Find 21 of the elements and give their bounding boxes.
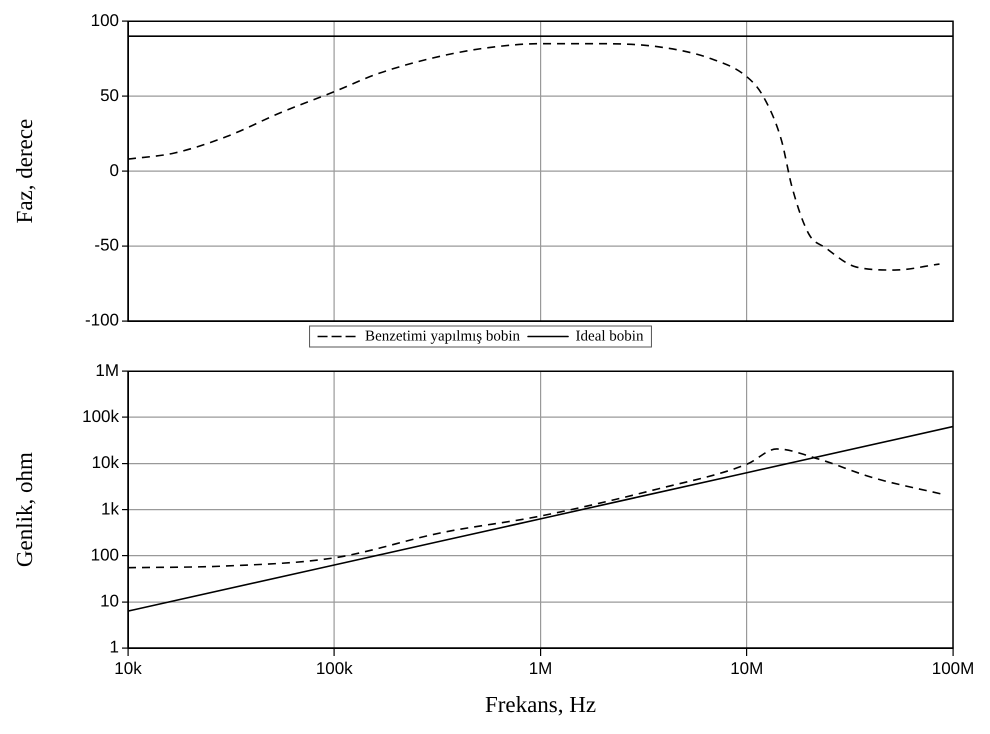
legend-label: Benzetimi yapılmış bobin [365, 328, 521, 344]
x-tick-label: 100M [932, 658, 974, 678]
y-tick-label: 1M [95, 360, 119, 380]
y-tick-label: -50 [94, 236, 119, 255]
x-tick-label: 10M [730, 658, 764, 678]
y-axis-title: Faz, derece [12, 118, 37, 224]
x-tick-label: 100k [316, 658, 354, 678]
y-tick-label: -100 [84, 310, 119, 330]
y-tick-label: 10k [92, 453, 120, 472]
y-axis-title: Genlik, ohm [12, 452, 37, 568]
y-tick-label: 100 [90, 545, 119, 564]
y-tick-label: 0 [110, 160, 119, 180]
y-tick-label: 1 [110, 638, 119, 657]
y-tick-label: 50 [100, 86, 119, 105]
y-tick-label: 100k [82, 407, 120, 426]
y-tick-label: 10 [100, 592, 119, 611]
legend-label: Ideal bobin [576, 328, 644, 344]
y-tick-label: 1k [101, 499, 120, 518]
x-axis-title: Frekans, Hz [484, 692, 596, 718]
y-tick-label: 100 [90, 10, 119, 30]
x-tick-label: 1M [528, 658, 552, 678]
